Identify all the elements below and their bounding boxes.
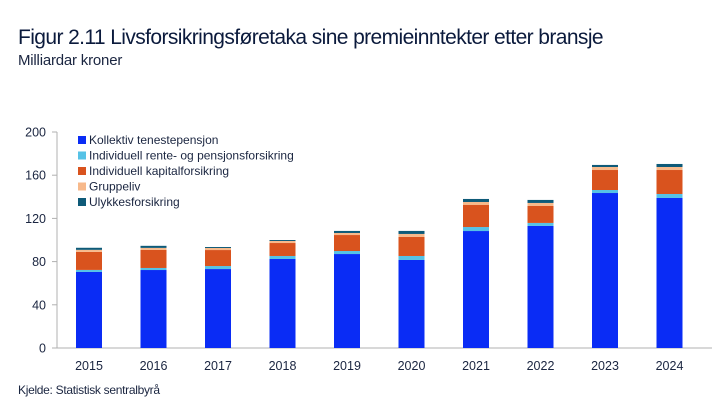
bar-stack-2023	[592, 164, 618, 348]
bar-segment-kollektiv-tenestepensjon	[398, 259, 425, 348]
bar-stack-2015	[76, 247, 102, 348]
bar-segment-individuell-kapitalforsikring	[140, 249, 167, 268]
legend-swatch	[78, 167, 86, 175]
y-tick-label: 0	[39, 342, 46, 356]
bar-segment-individuell-rente-og-pensjonsforsikring	[205, 266, 231, 270]
bar-segment-ulykkesforsikring	[463, 198, 489, 202]
bar-stack-2021	[463, 198, 489, 348]
bar-segment-individuell-rente-og-pensjonsforsikring	[527, 222, 554, 226]
bar-segment-ulykkesforsikring	[269, 240, 296, 241]
bars	[76, 163, 683, 348]
bar-segment-ulykkesforsikring	[76, 247, 102, 250]
bar-segment-kollektiv-tenestepensjon	[205, 269, 231, 348]
bar-segment-individuell-kapitalforsikring	[656, 170, 683, 194]
legend-label: Individuell rente- og pensjonsforsikring	[89, 149, 294, 163]
x-tick-label: 2017	[204, 359, 232, 373]
bar-segment-individuell-rente-og-pensjonsforsikring	[140, 267, 167, 271]
bar-segment-kollektiv-tenestepensjon	[463, 231, 489, 348]
bar-segment-individuell-kapitalforsikring	[334, 235, 360, 252]
bar-segment-ulykkesforsikring	[398, 230, 425, 234]
bar-stack-2018	[269, 240, 296, 348]
bar-segment-individuell-rente-og-pensjonsforsikring	[334, 251, 360, 255]
y-tick-label: 160	[25, 169, 46, 183]
y-tick-label: 200	[25, 126, 46, 140]
bar-segment-gruppeliv	[398, 233, 425, 237]
legend-item: Ulykkesforsikring	[78, 195, 180, 209]
bar-segment-individuell-kapitalforsikring	[205, 250, 231, 267]
bar-segment-gruppeliv	[527, 202, 554, 206]
x-tick-label: 2015	[75, 359, 103, 373]
bar-stack-2016	[140, 245, 167, 348]
legend-label: Gruppeliv	[89, 180, 140, 194]
bar-segment-kollektiv-tenestepensjon	[269, 259, 296, 348]
x-tick-label: 2016	[140, 359, 168, 373]
bar-stack-2024	[656, 163, 683, 348]
bar-segment-ulykkesforsikring	[527, 199, 554, 203]
bar-stack-2017	[205, 247, 231, 348]
bar-segment-kollektiv-tenestepensjon	[76, 271, 102, 348]
bar-stack-2020	[398, 230, 425, 348]
bar-segment-gruppeliv	[592, 166, 618, 171]
legend-label: Ulykkesforsikring	[89, 195, 180, 209]
legend-item: Individuell rente- og pensjonsforsikring	[78, 149, 294, 163]
legend-swatch	[78, 136, 86, 144]
bar-segment-individuell-rente-og-pensjonsforsikring	[76, 269, 102, 272]
bar-segment-individuell-kapitalforsikring	[463, 205, 489, 228]
bar-segment-individuell-rente-og-pensjonsforsikring	[398, 255, 425, 260]
legend-item: Individuell kapitalforsikring	[78, 164, 229, 178]
bar-segment-kollektiv-tenestepensjon	[140, 270, 167, 348]
bar-segment-ulykkesforsikring	[140, 245, 167, 248]
chart-title: Figur 2.11 Livsforsikringsføretaka sine …	[18, 26, 604, 49]
x-tick-label: 2023	[591, 359, 619, 373]
bar-segment-ulykkesforsikring	[334, 230, 360, 233]
bar-segment-individuell-kapitalforsikring	[76, 251, 102, 270]
bar-segment-ulykkesforsikring	[656, 163, 683, 167]
legend-item: Kollektiv tenestepensjon	[78, 133, 218, 147]
y-tick-label: 120	[25, 212, 46, 226]
y-tick-label: 80	[32, 255, 46, 269]
x-tick-label: 2020	[398, 359, 426, 373]
bar-segment-individuell-kapitalforsikring	[592, 170, 618, 190]
bar-segment-gruppeliv	[269, 240, 296, 244]
bar-segment-gruppeliv	[76, 249, 102, 252]
bar-segment-kollektiv-tenestepensjon	[592, 193, 618, 348]
x-tick-label: 2021	[462, 359, 490, 373]
x-tick-label: 2018	[269, 359, 297, 373]
legend-swatch	[78, 182, 86, 191]
legend: Kollektiv tenestepensjon Individuell rent…	[78, 133, 294, 209]
legend-label: Individuell kapitalforsikring	[89, 164, 229, 178]
legend-item: Gruppeliv	[78, 180, 140, 194]
legend-swatch	[78, 198, 86, 206]
bar-segment-kollektiv-tenestepensjon	[656, 197, 683, 348]
bar-stack-2022	[527, 199, 554, 348]
source-note: Kjelde: Statistisk sentralbyrå	[18, 383, 160, 397]
bar-segment-individuell-kapitalforsikring	[398, 236, 425, 256]
bar-segment-ulykkesforsikring	[592, 164, 618, 167]
bar-segment-individuell-kapitalforsikring	[527, 205, 554, 223]
y-tick-label: 40	[32, 298, 46, 312]
bar-segment-ulykkesforsikring	[205, 247, 231, 248]
x-tick-label: 2024	[656, 359, 684, 373]
x-tick-label: 2022	[527, 359, 555, 373]
x-tick-label: 2019	[333, 359, 361, 373]
chart-subtitle: Milliardar kroner	[18, 52, 123, 69]
bar-segment-kollektiv-tenestepensjon	[334, 254, 360, 348]
bar-segment-gruppeliv	[334, 232, 360, 236]
bar-segment-individuell-rente-og-pensjonsforsikring	[656, 193, 683, 198]
bar-segment-gruppeliv	[205, 247, 231, 251]
bar-stack-2019	[334, 230, 360, 348]
bar-segment-gruppeliv	[463, 201, 489, 206]
bar-segment-individuell-rente-og-pensjonsforsikring	[592, 189, 618, 194]
bar-segment-individuell-rente-og-pensjonsforsikring	[269, 255, 296, 260]
bar-segment-individuell-kapitalforsikring	[269, 243, 296, 256]
bar-segment-gruppeliv	[140, 247, 167, 250]
legend-swatch	[78, 151, 86, 160]
bar-segment-kollektiv-tenestepensjon	[527, 225, 554, 348]
legend-label: Kollektiv tenestepensjon	[89, 133, 218, 147]
bar-segment-individuell-rente-og-pensjonsforsikring	[463, 227, 489, 232]
bar-segment-gruppeliv	[656, 166, 683, 171]
